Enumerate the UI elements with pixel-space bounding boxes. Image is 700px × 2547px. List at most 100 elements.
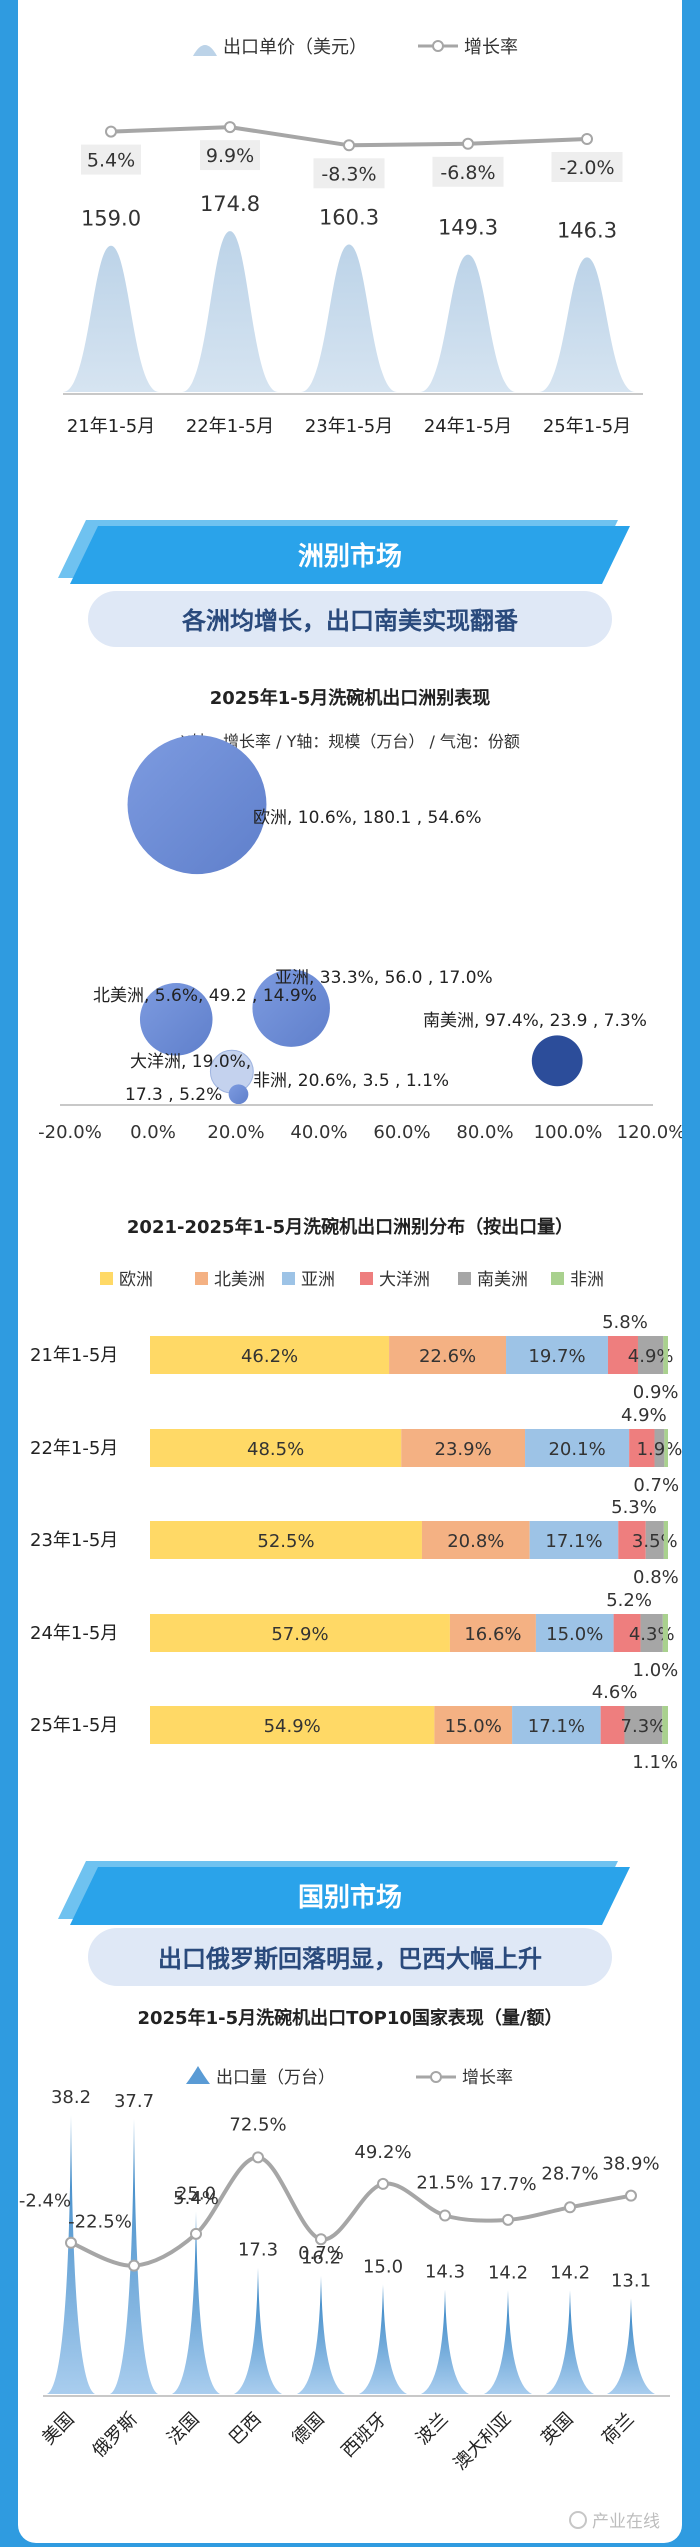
share-segment-北美洲 [434,1706,513,1744]
share-segment-label: 20.1% [548,1439,605,1460]
top10-growth-point [65,2236,77,2249]
share-segment-南美洲 [645,1521,664,1559]
bubble-label: 非洲, 20.6%, 3.5 , 1.1% [253,1071,449,1091]
top10-growth-point [439,2209,451,2222]
share-segment-欧洲 [150,1706,435,1744]
export-volume-label: 13.1 [611,2270,651,2291]
top10-growth-label: -22.5% [68,2212,132,2233]
top10-growth-point [128,2259,140,2272]
unit-price-category-label: 22年1-5月 [186,416,274,437]
country-label: 澳大利亚 [450,2409,516,2475]
share-segment-label: 16.6% [464,1624,521,1645]
share-segment-label: 54.9% [264,1716,321,1737]
country-label: 荷兰 [598,2409,638,2449]
share-segment-label: 23.9% [435,1439,492,1460]
bubble-x-tick-label: 40.0% [290,1122,347,1143]
share-legend-swatch [551,1272,564,1285]
bubble-label: 欧洲, 10.6%, 180.1 , 54.6% [253,808,482,828]
continent-bubble-chart: 2025年1-5月洗碗机出口洲别表现 X轴：增长率 / Y轴：规模（万台） / … [38,687,685,1143]
share-segment-label: 3.5% [632,1531,678,1552]
top10-growth-point [315,2233,327,2246]
export-volume-label: 37.7 [114,2091,154,2112]
bubble-x-tick-label: -20.0% [38,1122,102,1143]
share-segment-大洋洲 [607,1336,638,1374]
share-segment-非洲 [664,1429,668,1467]
bubble-chart-subtitle: X轴：增长率 / Y轴：规模（万台） / 气泡：份额 [180,732,520,751]
growth-rate-point [581,133,593,145]
share-segment-大洋洲 [600,1706,625,1744]
share-segment-label: 17.1% [545,1531,602,1552]
share-segment-非洲 [663,1336,668,1374]
export-volume-spike [297,2275,345,2394]
export-volume-label: 16.2 [301,2248,341,2269]
unit-price-value-label: 146.3 [557,218,617,242]
share-row-label: 25年1-5月 [30,1715,118,1736]
unit-price-legend: 出口单价（美元） 增长率 [193,37,518,58]
top10-growth-point [564,2201,576,2214]
top10-legend: 出口量（万台） 增长率 [186,2066,513,2088]
legend-growth-rate: 增长率 [464,37,518,58]
bubble-x-tick-label: 20.0% [207,1122,264,1143]
country-label: 西班牙 [338,2409,391,2462]
bubble-欧洲 [127,735,267,875]
share-segment-label: 1.0% [633,1660,679,1681]
share-segment-label: 1.9% [637,1439,682,1460]
share-segment-非洲 [663,1521,668,1559]
share-legend-label: 北美洲 [214,1270,265,1290]
share-segment-label: 4.9% [621,1405,667,1426]
unit-price-category-label: 21年1-5月 [67,416,155,437]
share-segment-亚洲 [525,1429,630,1467]
spike-legend-icon [186,2066,210,2084]
share-segment-欧洲 [150,1336,390,1374]
legend-export-volume: 出口量（万台） [216,2068,335,2088]
share-row-label: 21年1-5月 [30,1345,118,1366]
export-volume-spike [421,2289,469,2394]
line-legend-dot [432,40,444,52]
bubble-x-tick-label: 60.0% [373,1122,430,1143]
bubble-label: 亚洲, 33.3%, 56.0 , 17.0% [275,968,493,988]
continent-banner-title: 洲别市场 [298,541,402,572]
share-segment-label: 17.1% [528,1716,585,1737]
bubble-南美洲 [531,1035,583,1087]
share-segment-label: 19.7% [528,1346,585,1367]
share-segment-北美洲 [421,1521,530,1559]
share-legend-label: 南美洲 [477,1270,528,1290]
export-volume-label: 15.0 [363,2257,403,2278]
bell-legend-icon [193,45,217,56]
unit-price-bell [182,231,278,392]
bubble-x-tick-label: 100.0% [534,1122,603,1143]
top10-growth-label: 28.7% [541,2163,598,2184]
share-segment-非洲 [662,1706,668,1744]
growth-rate-label: -6.8% [440,162,495,184]
top10-growth-point [190,2227,202,2240]
growth-rate-label: -8.3% [321,163,376,185]
bubble-亚洲 [252,969,330,1047]
growth-rate-point [224,121,236,134]
top10-growth-label: -2.4% [19,2191,71,2212]
share-legend-label: 欧洲 [119,1270,153,1290]
share-legend-label: 非洲 [570,1270,604,1290]
top10-chart-title: 2025年1-5月洗碗机出口TOP10国家表现（量/额） [137,2007,562,2029]
bubble-x-tick-label: 80.0% [456,1122,513,1143]
continent-headline: 各洲均增长，出口南美实现翻番 [88,591,612,647]
watermark: 产业在线 [569,2511,660,2532]
watermark-text: 产业在线 [592,2512,660,2532]
share-row-label: 24年1-5月 [30,1623,118,1644]
share-row-label: 23年1-5月 [30,1530,118,1551]
growth-rate-label: 5.4% [87,150,135,172]
share-chart-title: 2021-2025年1-5月洗碗机出口洲别分布（按出口量） [127,1216,573,1238]
share-segment-label: 1.1% [632,1752,678,1773]
continent-share-chart: 2021-2025年1-5月洗碗机出口洲别分布（按出口量） 欧洲 北美洲 亚洲 大洋洲… [30,1216,682,1773]
unit-price-bell [301,244,397,392]
share-segment-label: 57.9% [271,1624,328,1645]
bubble-x-tick-label: 120.0% [617,1122,682,1143]
growth-rate-label-bg [432,156,504,187]
country-headline: 出口俄罗斯回落明显，巴西大幅上升 [88,1928,612,1986]
share-segment-北美洲 [401,1429,526,1467]
share-segment-label: 4.6% [592,1682,638,1703]
top10-growth-label: 72.5% [229,2114,286,2135]
export-volume-spike [359,2284,407,2394]
bubble-x-tick-label: 0.0% [130,1122,176,1143]
top10-growth-point [252,2151,264,2164]
export-volume-spike [607,2298,655,2394]
